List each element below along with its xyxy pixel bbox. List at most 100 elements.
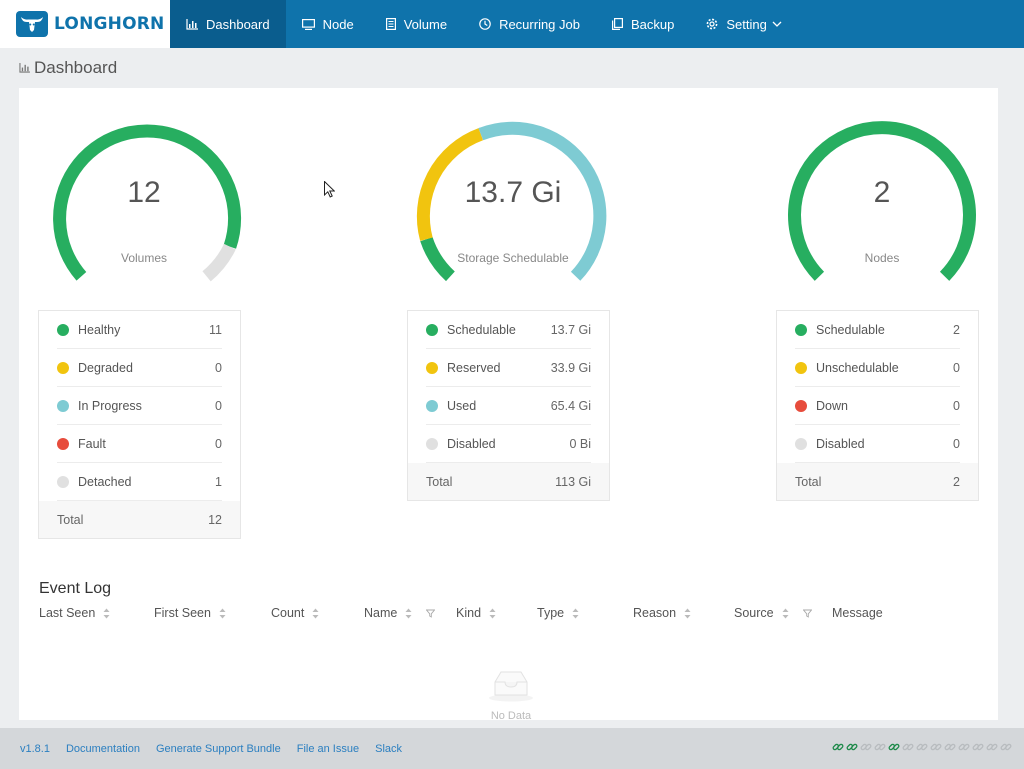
column-message[interactable]: Message	[832, 606, 883, 620]
column-name[interactable]: Name	[364, 606, 436, 620]
column-type[interactable]: Type	[537, 606, 579, 620]
legend-name: Fault	[78, 436, 106, 451]
legend-value: 13.7 Gi	[550, 322, 591, 337]
legend-row-unschedulable[interactable]: Unschedulable 0	[795, 349, 960, 387]
legend-name: Degraded	[78, 360, 133, 375]
legend-value: 0	[215, 398, 222, 413]
nodes-legend: Schedulable 2 Unschedulable 0 Down 0 Disabl…	[776, 310, 979, 501]
footer-version-link[interactable]: v1.8.1	[20, 742, 50, 755]
column-reason[interactable]: Reason	[633, 606, 691, 620]
legend-name: Disabled	[816, 436, 865, 451]
legend-row-schedulable[interactable]: Schedulable 2	[795, 311, 960, 349]
chevron-down-icon	[772, 21, 782, 27]
sort-icon[interactable]	[782, 608, 789, 619]
footer-slack-link[interactable]: Slack	[375, 742, 403, 755]
status-dot	[57, 399, 69, 412]
nodes-gauge[interactable]: 2 Nodes	[782, 118, 982, 288]
legend-total: Total 12	[39, 501, 240, 538]
sort-icon[interactable]	[312, 608, 319, 619]
connection-status	[830, 741, 1012, 753]
legend-row-disabled[interactable]: Disabled 0	[795, 425, 960, 463]
gauge-value: 12	[127, 176, 161, 209]
empty-inbox-icon	[489, 671, 533, 702]
column-label: Name	[364, 606, 398, 620]
link-icon	[986, 743, 998, 751]
legend-row-fault[interactable]: Fault 0	[57, 425, 222, 463]
nav-node[interactable]: Node	[286, 0, 370, 48]
status-dot	[426, 437, 438, 450]
nav-label: Recurring Job	[499, 16, 580, 32]
legend-name: Schedulable	[447, 322, 516, 337]
nav-dashboard[interactable]: Dashboard	[170, 0, 286, 48]
column-count[interactable]: Count	[271, 606, 319, 620]
volumes-legend: Healthy 11 Degraded 0 In Progress 0 Fault 0 …	[38, 310, 241, 539]
column-source[interactable]: Source	[734, 606, 812, 620]
column-label: Count	[271, 606, 305, 620]
gauge-label: Nodes	[864, 251, 900, 265]
legend-name: Used	[447, 398, 477, 413]
gauge-label: Storage Schedulable	[457, 251, 569, 265]
legend-row-degraded[interactable]: Degraded 0	[57, 349, 222, 387]
legend-row-healthy[interactable]: Healthy 11	[57, 311, 222, 349]
nav-volume[interactable]: Volume	[370, 0, 463, 48]
sort-icon[interactable]	[219, 608, 226, 619]
footer-documentation-link[interactable]: Documentation	[65, 742, 140, 755]
legend-name: Unschedulable	[816, 360, 899, 375]
column-label: Kind	[456, 606, 482, 620]
nav-backup[interactable]: Backup	[596, 0, 690, 48]
column-last-seen[interactable]: Last Seen	[39, 606, 110, 620]
sort-icon[interactable]	[572, 608, 579, 619]
event-log-empty: No Data	[481, 668, 541, 720]
footer-support-bundle-link[interactable]: Generate Support Bundle	[155, 742, 281, 755]
link-icon	[944, 743, 956, 751]
legend-row-down[interactable]: Down 0	[795, 387, 960, 425]
filter-icon[interactable]	[426, 609, 436, 618]
recurring-job-icon	[479, 18, 491, 30]
sort-icon[interactable]	[405, 608, 412, 619]
column-kind[interactable]: Kind	[456, 606, 496, 620]
filter-icon[interactable]	[802, 609, 812, 618]
mouse-cursor-icon	[324, 181, 335, 198]
empty-text: No Data	[490, 710, 532, 720]
legend-name: In Progress	[78, 398, 142, 413]
volume-icon	[385, 18, 396, 30]
longhorn-logo-icon	[16, 11, 48, 37]
storage-gauge-chart	[416, 121, 607, 282]
legend-name: Reserved	[447, 360, 501, 375]
nav-label: Node	[322, 16, 354, 32]
status-dot	[426, 323, 438, 336]
column-label: Last Seen	[39, 606, 96, 620]
legend-value: 0	[215, 436, 222, 451]
volumes-gauge[interactable]: 12 Volumes	[44, 118, 244, 288]
status-dot	[57, 323, 69, 336]
column-label: Reason	[633, 606, 677, 620]
link-icon	[1000, 743, 1012, 751]
logo[interactable]: LONGHORN	[0, 0, 170, 48]
sort-icon[interactable]	[103, 608, 110, 619]
storage-legend: Schedulable 13.7 Gi Reserved 33.9 Gi Used 6…	[407, 310, 610, 501]
link-icon	[860, 743, 872, 751]
legend-row-reserved: Reserved 33.9 Gi	[426, 349, 591, 387]
nav-recurring-job[interactable]: Recurring Job	[463, 0, 596, 48]
page-title: Dashboard	[19, 58, 117, 78]
status-dot	[795, 361, 807, 374]
footer: v1.8.1 Documentation Generate Support Bu…	[0, 728, 1024, 769]
column-first-seen[interactable]: First Seen	[154, 606, 226, 620]
nav-label: Backup	[631, 16, 675, 32]
dashboard-panel: 12 Volumes 13.7 Gi Storage Schedulable 2…	[19, 88, 998, 720]
status-dot	[57, 475, 69, 488]
sort-icon[interactable]	[489, 608, 496, 619]
legend-row-in-progress[interactable]: In Progress 0	[57, 387, 222, 425]
legend-name: Disabled	[447, 436, 496, 451]
legend-value: 1	[215, 474, 222, 489]
footer-file-issue-link[interactable]: File an Issue	[296, 742, 360, 755]
legend-value: 2	[953, 322, 960, 337]
status-dot	[57, 437, 69, 450]
nav-setting[interactable]: Setting	[690, 0, 797, 48]
sort-icon[interactable]	[684, 608, 691, 619]
storage-gauge[interactable]: 13.7 Gi Storage Schedulable	[413, 118, 613, 288]
legend-name: Schedulable	[816, 322, 885, 337]
legend-row-detached[interactable]: Detached 1	[57, 463, 222, 501]
legend-value: 0 Bi	[569, 436, 591, 451]
legend-total-label: Total	[57, 512, 84, 527]
